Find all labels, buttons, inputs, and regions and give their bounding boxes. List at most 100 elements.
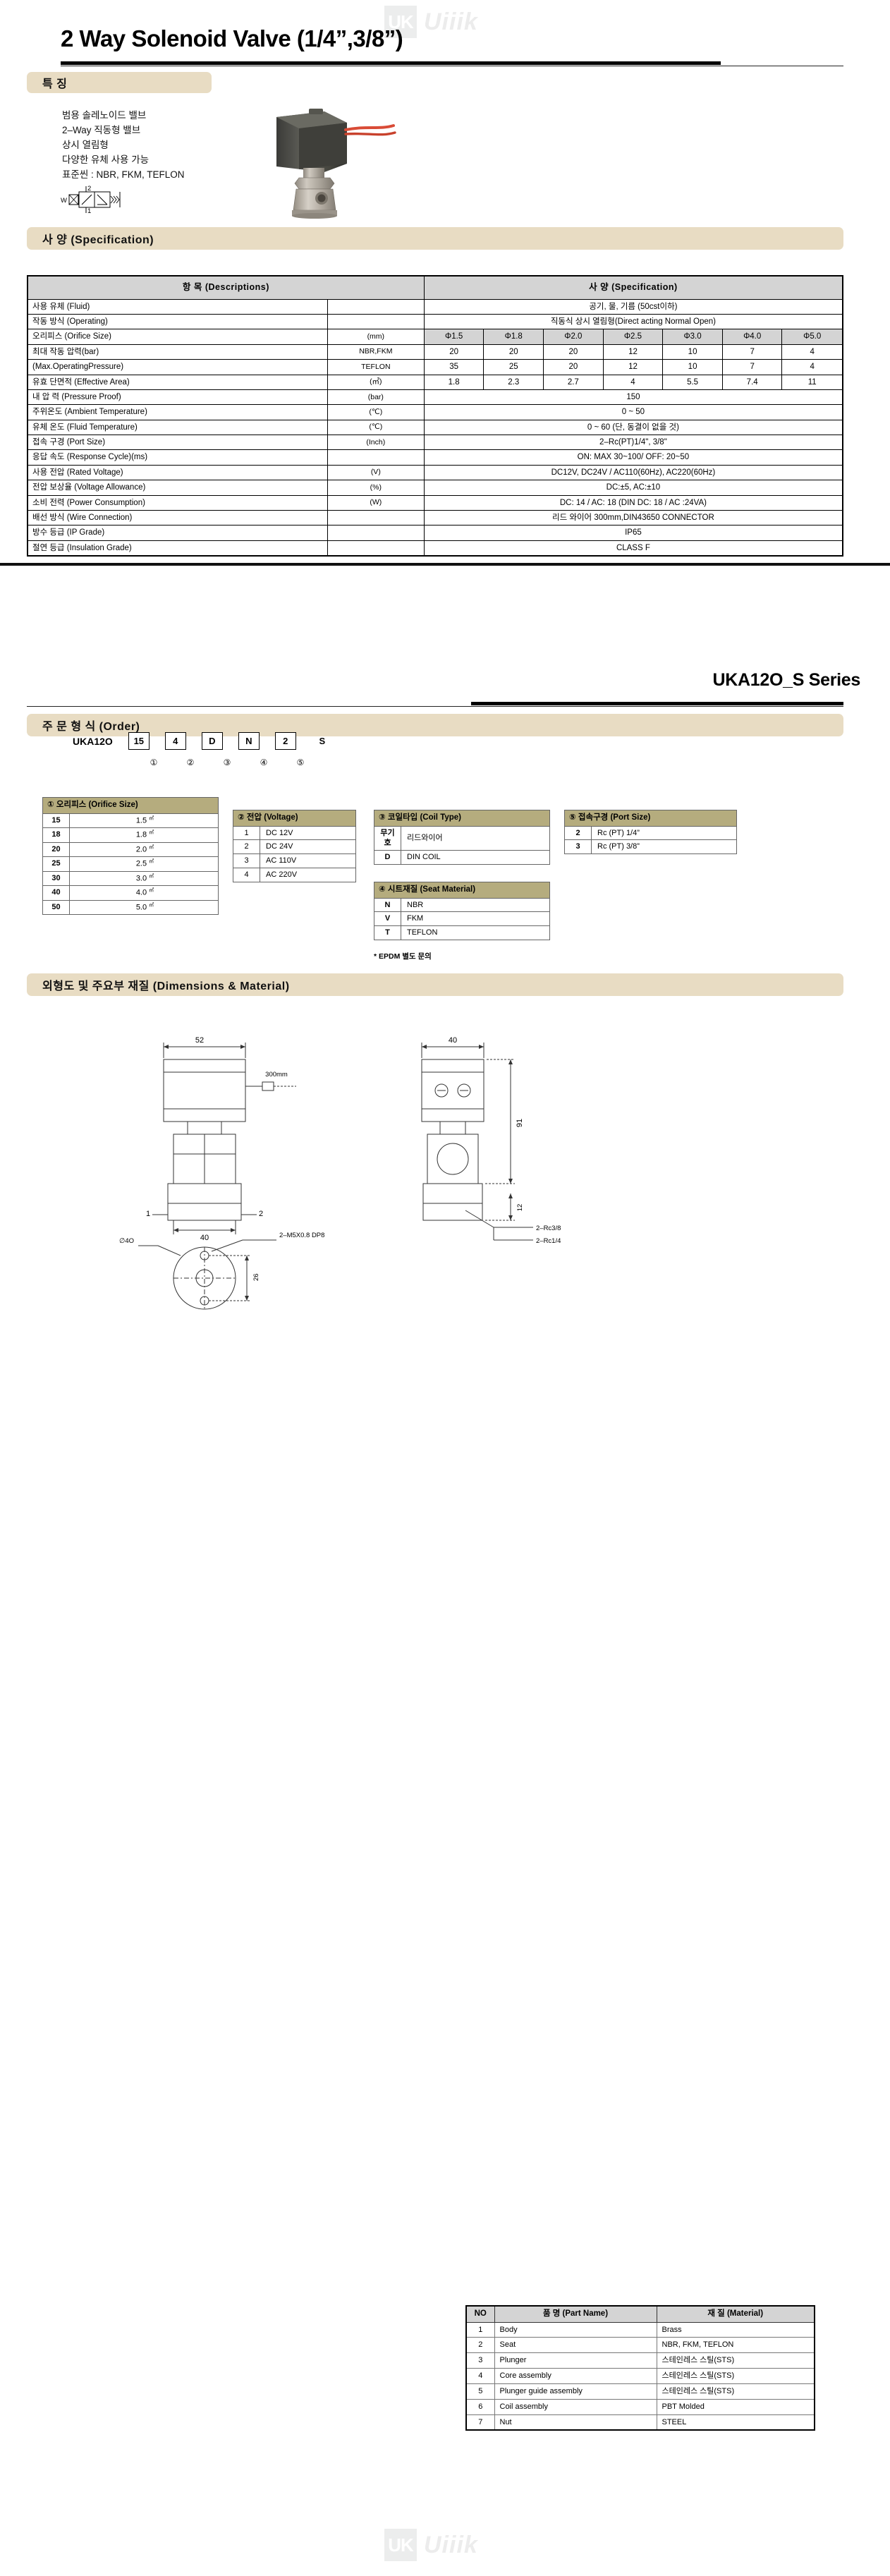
col-header-descriptions: 항 목 (Descriptions): [27, 275, 425, 300]
option-value: 2.5 ㎡: [69, 856, 219, 872]
row-label: 사용 전압 (Rated Voltage): [27, 464, 328, 481]
order-code-segment-3[interactable]: D: [201, 732, 223, 750]
option-header: ⑤ 접속구경 (Port Size): [564, 810, 737, 827]
order-code-segment-5[interactable]: 2: [274, 732, 296, 750]
dim-bottom-dia: ∅4O: [119, 1237, 134, 1245]
option-row[interactable]: 무기호 리드와이어: [374, 825, 550, 851]
row-label: 오리피스 (Orifice Size): [27, 329, 328, 345]
part-material: NBR, FKM, TEFLON: [656, 2337, 815, 2354]
watermark-bottom: UK Uiiik: [384, 2529, 478, 2561]
option-row[interactable]: 3 AC 110V: [233, 853, 356, 869]
dim-side-small: 12: [516, 1204, 524, 1212]
table-row: (Max.OperatingPressure) TEFLON 35 25 20 12 10 7…: [27, 359, 843, 375]
unit-superscript: ㎡: [149, 859, 154, 865]
option-value: Rc (PT) 3/8”: [591, 839, 737, 855]
part-material: 스테인레스 스틸(STS): [656, 2383, 815, 2400]
row-value: IP65: [423, 525, 843, 541]
parts-row: 6 Coil assembly PBT Molded: [465, 2398, 815, 2415]
option-value: AC 110V: [260, 853, 356, 869]
row-cell: 12: [602, 344, 664, 360]
option-row[interactable]: N NBR: [374, 897, 550, 913]
orifice-column-header: Φ1.5: [423, 329, 484, 345]
row-unit: (℃): [327, 404, 425, 420]
table-row: 배선 방식 (Wire Connection) 리드 와이어 300mm,DIN4…: [27, 509, 843, 526]
dim-port-note-2: 2–Rc1/4: [536, 1237, 561, 1245]
row-cell: 4: [781, 359, 843, 375]
option-row[interactable]: 18 1.8 ㎡: [42, 827, 219, 843]
option-row[interactable]: 2 DC 24V: [233, 839, 356, 855]
table-row: 사용 전압 (Rated Voltage) (V) DC12V, DC24V / A…: [27, 464, 843, 481]
row-cell: 20: [483, 344, 544, 360]
part-no: 4: [465, 2368, 495, 2384]
dim-side-width: 40: [449, 1036, 457, 1045]
parts-col-name: 품 명 (Part Name): [494, 2305, 657, 2323]
row-cell: 20: [543, 359, 604, 375]
dim-front-width: 52: [195, 1036, 204, 1045]
feature-list: 범용 솔레노이드 밸브 2–Way 직동형 밸브 상시 열림형 다양한 유체 사…: [62, 108, 185, 182]
option-value: 1.8 ㎡: [69, 827, 219, 843]
option-row[interactable]: V FKM: [374, 911, 550, 927]
option-row[interactable]: 25 2.5 ㎡: [42, 856, 219, 872]
option-row[interactable]: T TEFLON: [374, 925, 550, 941]
option-row[interactable]: D DIN COIL: [374, 850, 550, 865]
row-subtype: TEFLON: [327, 359, 425, 375]
option-row[interactable]: 15 1.5 ㎡: [42, 813, 219, 829]
dim-port-note-1: 2–Rc3/8: [536, 1225, 561, 1232]
table-row: 접속 구경 (Port Size) (Inch) 2–Rc(PT)1/4", 3/8…: [27, 434, 843, 451]
row-unit: [327, 298, 425, 315]
order-code-segment-6[interactable]: S: [319, 736, 326, 746]
order-marker-4: ④: [260, 758, 268, 767]
row-label: 방수 등급 (IP Grade): [27, 525, 328, 541]
row-unit: [327, 449, 425, 466]
row-unit: (W): [327, 494, 425, 511]
orifice-column-header: Φ1.8: [483, 329, 544, 345]
epdm-note: * EPDM 별도 문의: [374, 952, 432, 961]
row-value: 직동식 상시 열림형(Direct acting Normal Open): [423, 313, 843, 330]
option-code: 25: [42, 856, 70, 872]
order-marker-3: ③: [223, 758, 231, 767]
option-value: DIN COIL: [401, 850, 550, 865]
dimension-drawings: 52 40 300mm 1 2 ∅4O 2–M5X0.8 DP8 26 40 9…: [0, 1016, 890, 1312]
option-code: 50: [42, 899, 70, 916]
dim-side-height: 91: [516, 1119, 524, 1127]
table-row: 절연 등급 (Insulation Grade) CLASS F: [27, 540, 843, 557]
table-row: 내 압 력 (Pressure Proof) (bar) 150: [27, 389, 843, 406]
order-marker-5: ⑤: [296, 758, 305, 767]
parts-row: 5 Plunger guide assembly 스테인레스 스틸(STS): [465, 2383, 815, 2400]
option-row[interactable]: 3 Rc (PT) 3/8”: [564, 839, 737, 855]
table-row: 작동 방식 (Operating) 직동식 상시 열림형(Direct actin…: [27, 313, 843, 330]
option-value: NBR: [401, 897, 550, 913]
parts-row: 4 Core assembly 스테인레스 스틸(STS): [465, 2368, 815, 2384]
option-row[interactable]: 1 DC 12V: [233, 825, 356, 841]
option-value: TEFLON: [401, 925, 550, 941]
part-no: 2: [465, 2337, 495, 2354]
parts-row: 2 Seat NBR, FKM, TEFLON: [465, 2337, 815, 2354]
dim-port-left: 1: [146, 1210, 150, 1218]
part-name: Body: [494, 2321, 657, 2338]
option-row[interactable]: 4 AC 220V: [233, 868, 356, 882]
order-code-segment-4[interactable]: N: [238, 732, 260, 750]
unit-superscript: ㎡: [149, 844, 154, 850]
option-table-orifice: ① 오리피스 (Orifice Size) 15 1.5 ㎡ 18 1.8 ㎡ 20 2.0…: [42, 797, 219, 916]
series-rule: [27, 702, 843, 707]
option-code: T: [374, 925, 401, 941]
feature-item: 다양한 유체 사용 가능: [62, 154, 150, 165]
row-label: 작동 방식 (Operating): [27, 313, 328, 330]
part-name: Plunger: [494, 2352, 657, 2369]
table-row-orifice: 오리피스 (Orifice Size) (mm) Φ1.5 Φ1.8 Φ2.0 Φ2.5 Φ…: [27, 329, 843, 345]
option-value: 1.5 ㎡: [69, 813, 219, 829]
option-row[interactable]: 50 5.0 ㎡: [42, 899, 219, 916]
row-value: DC: 14 / AC: 18 (DIN DC: 18 / AC :24VA): [423, 494, 843, 511]
parts-header-row: NO 품 명 (Part Name) 재 질 (Material): [465, 2305, 815, 2323]
series-title: UKA12O_S Series: [712, 670, 860, 690]
option-row[interactable]: 30 3.0 ㎡: [42, 870, 219, 887]
unit-superscript: ㎡: [149, 888, 154, 894]
table-row: 최대 작동 압력(bar) NBR,FKM 20 20 20 12 10 7 4: [27, 344, 843, 360]
option-row[interactable]: 20 2.0 ㎡: [42, 842, 219, 858]
order-code-segment-2[interactable]: 4: [164, 732, 186, 750]
row-unit: (%): [327, 480, 425, 496]
option-row[interactable]: 2 Rc (PT) 1/4”: [564, 825, 737, 841]
order-code-segment-1[interactable]: 15: [128, 732, 150, 750]
option-row[interactable]: 40 4.0 ㎡: [42, 885, 219, 901]
watermark-text: Uiiik: [424, 2531, 478, 2558]
